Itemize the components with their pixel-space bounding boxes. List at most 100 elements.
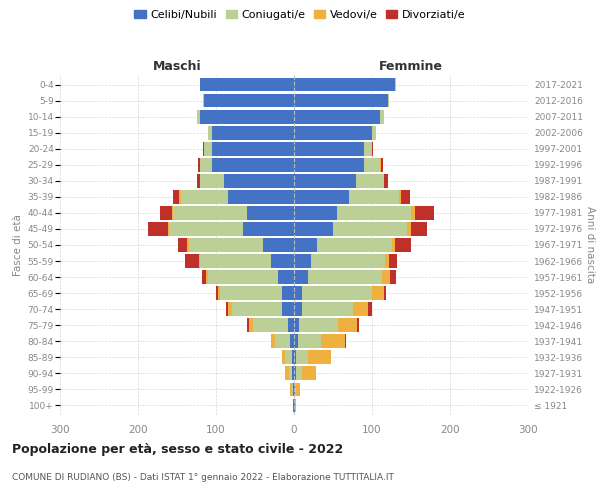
Bar [212,126,294,140]
Bar [244,222,294,236]
Bar [216,286,294,300]
Bar [294,286,386,300]
Bar [290,334,294,348]
Bar [294,94,389,108]
Bar [218,286,294,300]
Bar [294,286,302,300]
Bar [294,222,427,236]
Bar [197,110,294,124]
Bar [294,382,300,396]
Bar [294,174,385,188]
Bar [185,254,294,268]
Bar [294,382,295,396]
Bar [169,222,294,236]
Bar [294,350,296,364]
Bar [294,270,396,284]
Bar [294,78,396,92]
Bar [294,158,380,172]
Bar [294,318,359,332]
Bar [253,318,294,332]
Bar [294,238,317,252]
Bar [271,334,294,348]
Bar [292,366,294,380]
Bar [294,222,411,236]
Bar [294,78,396,92]
Bar [284,366,294,380]
Bar [283,302,294,316]
Bar [278,270,294,284]
Bar [206,270,294,284]
Bar [172,206,294,220]
Bar [294,190,410,203]
Bar [226,302,294,316]
Bar [173,190,294,203]
Bar [160,206,294,220]
Bar [294,206,337,220]
Bar [208,126,294,140]
Bar [286,350,294,364]
Bar [281,350,294,364]
Bar [294,302,353,316]
Legend: Celibi/Nubili, Coniugati/e, Vedovi/e, Divorziati/e: Celibi/Nubili, Coniugati/e, Vedovi/e, Di… [130,6,470,25]
Bar [294,382,296,396]
Text: Femmine: Femmine [379,60,443,74]
Bar [294,142,373,156]
Bar [294,398,295,412]
Bar [200,174,294,188]
Bar [294,286,372,300]
Bar [290,382,294,396]
Bar [292,350,294,364]
Bar [294,78,396,92]
Bar [294,318,357,332]
Bar [294,318,338,332]
Bar [228,190,294,203]
Bar [294,398,296,412]
Bar [294,350,331,364]
Bar [294,334,298,348]
Bar [148,222,294,236]
Bar [178,238,294,252]
Bar [294,366,296,380]
Bar [294,398,296,412]
Bar [294,94,389,108]
Bar [294,366,302,380]
Bar [294,78,395,92]
Bar [294,190,401,203]
Bar [294,94,389,108]
Bar [294,254,311,268]
Bar [203,142,294,156]
Bar [294,222,407,236]
Bar [294,366,316,380]
Bar [294,366,316,380]
Bar [294,158,383,172]
Bar [203,94,294,108]
Bar [294,238,395,252]
Bar [294,222,333,236]
Bar [294,254,397,268]
Bar [294,126,376,140]
Bar [199,254,294,268]
Bar [294,126,376,140]
Bar [294,302,368,316]
Bar [212,142,294,156]
Bar [293,382,294,396]
Bar [294,206,415,220]
Bar [294,302,302,316]
Bar [294,350,331,364]
Bar [228,302,294,316]
Bar [224,174,294,188]
Bar [220,286,294,300]
Bar [294,126,376,140]
Bar [294,110,384,124]
Bar [294,94,388,108]
Bar [284,366,294,380]
Text: Popolazione per età, sesso e stato civile - 2022: Popolazione per età, sesso e stato civil… [12,442,343,456]
Bar [200,254,294,268]
Bar [271,254,294,268]
Bar [290,382,294,396]
Bar [294,350,308,364]
Bar [232,302,294,316]
Bar [204,142,294,156]
Bar [281,350,294,364]
Bar [188,238,294,252]
